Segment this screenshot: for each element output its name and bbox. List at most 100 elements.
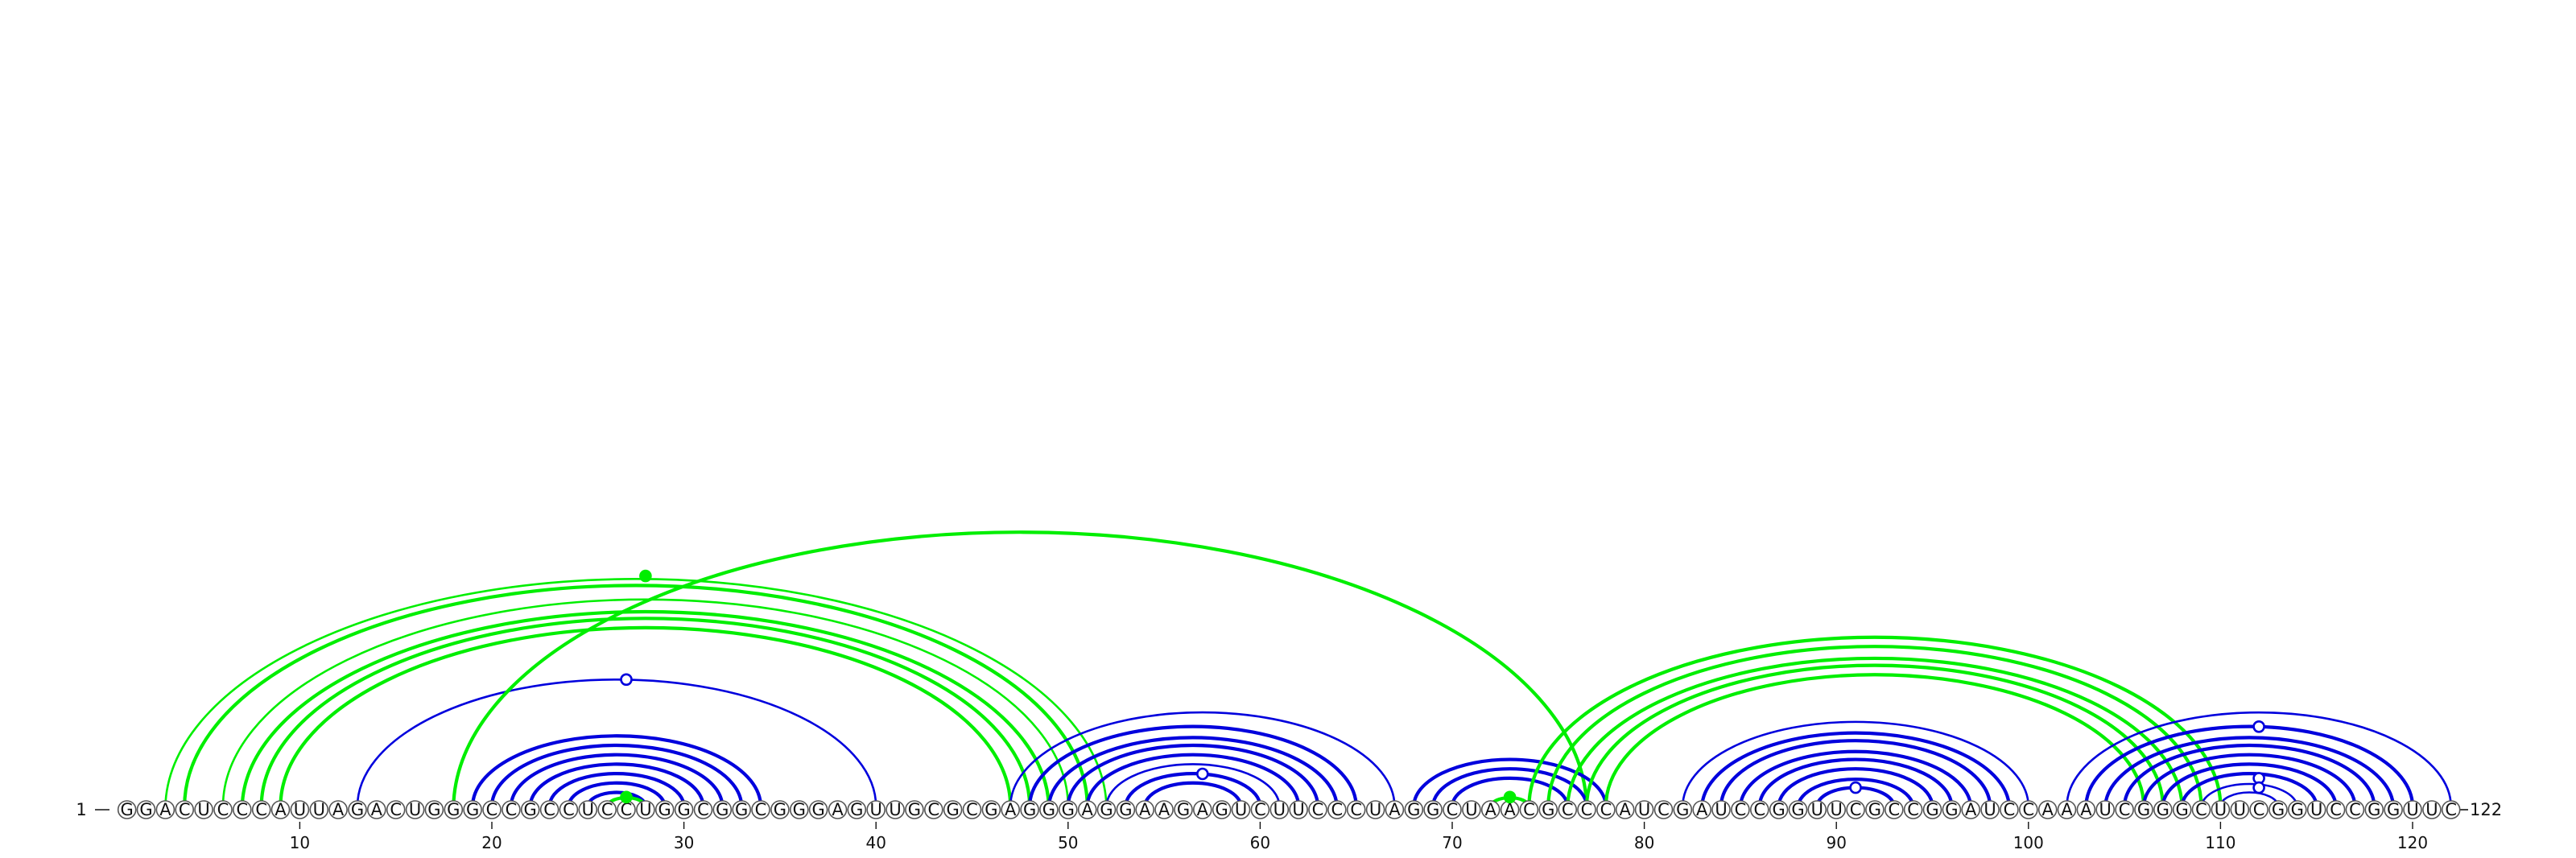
nucleotide-circle-31 <box>693 800 713 819</box>
nucleotide-circle-64 <box>1327 800 1347 819</box>
nucleotide-46: G <box>985 800 997 819</box>
nucleotide-circle-1 <box>117 800 137 819</box>
nucleotide-circle-103 <box>2076 800 2096 819</box>
tick-label-90: 90 <box>1826 833 1846 852</box>
nucleotide-50: G <box>1062 800 1075 819</box>
nucleotide-58: G <box>1216 800 1228 819</box>
nucleotide-15: C <box>390 800 402 819</box>
filled-loop-marker-0 <box>639 569 652 583</box>
nucleotide-2: G <box>139 800 152 819</box>
nucleotide-circle-48 <box>1020 800 1039 819</box>
nucleotide-11: U <box>313 800 325 819</box>
base-pair-arc-104-119 <box>2103 736 2396 807</box>
filled-loop-marker-2 <box>620 790 633 804</box>
nucleotide-circle-25 <box>578 800 598 819</box>
nucleotide-circle-85 <box>1731 800 1750 819</box>
nucleotide-38: A <box>832 800 844 819</box>
base-pair-arc-106-117 <box>2141 753 2357 807</box>
nucleotide-42: G <box>908 800 921 819</box>
nucleotide-55: A <box>1158 800 1170 819</box>
nucleotide-83: A <box>1696 800 1708 819</box>
nucleotide-circle-69 <box>1423 800 1443 819</box>
nucleotide-circle-43 <box>924 800 943 819</box>
nucleotide-45: C <box>966 800 978 819</box>
nucleotide-circle-100 <box>2019 800 2038 819</box>
nucleotide-108: G <box>2176 800 2189 819</box>
nucleotide-circle-66 <box>1365 800 1385 819</box>
nucleotide-circle-23 <box>539 800 559 819</box>
nucleotide-97: A <box>1965 800 1977 819</box>
nucleotide-circle-110 <box>2211 800 2231 819</box>
nucleotide-39: G <box>850 800 863 819</box>
nucleotide-circle-116 <box>2326 800 2346 819</box>
base-pair-arc-68-78 <box>1412 757 1608 807</box>
nucleotide-18: G <box>447 800 460 819</box>
nucleotide-circle-19 <box>463 800 482 819</box>
nucleotide-115: U <box>2310 800 2322 819</box>
nucleotide-70: C <box>1447 800 1459 819</box>
nucleotide-66: U <box>1369 800 1381 819</box>
nucleotide-circle-87 <box>1769 800 1789 819</box>
nucleotide-121: U <box>2425 800 2438 819</box>
nucleotide-circle-14 <box>366 800 386 819</box>
nucleotide-110: U <box>2215 800 2227 819</box>
base-pair-arc-50-63 <box>1066 743 1320 807</box>
nucleotide-circle-39 <box>847 800 867 819</box>
nucleotide-69: G <box>1426 800 1439 819</box>
nucleotide-circle-2 <box>136 800 156 819</box>
nucleotide-85: C <box>1735 800 1747 819</box>
base-pair-arc-76-108 <box>1566 656 2184 807</box>
nucleotide-circle-53 <box>1116 800 1136 819</box>
nucleotide-32: G <box>716 800 729 819</box>
nucleotide-22: G <box>524 800 537 819</box>
nucleotide-circle-28 <box>636 800 655 819</box>
nucleotide-circle-118 <box>2364 800 2384 819</box>
nucleotide-21: C <box>506 800 518 819</box>
open-loop-marker-5 <box>1849 781 1862 794</box>
nucleotide-56: G <box>1177 800 1190 819</box>
nucleotide-circle-55 <box>1154 800 1174 819</box>
nucleotide-circle-5 <box>194 800 213 819</box>
nucleotide-circle-109 <box>2191 800 2211 819</box>
nucleotide-circle-6 <box>213 800 233 819</box>
base-pair-arc-19-34 <box>471 734 763 807</box>
nucleotide-17: G <box>427 800 440 819</box>
nucleotide-59: U <box>1235 800 1247 819</box>
nucleotide-circle-119 <box>2384 800 2403 819</box>
tick-label-20: 20 <box>481 833 502 852</box>
nucleotide-95: G <box>1926 800 1938 819</box>
nucleotide-circle-52 <box>1096 800 1117 819</box>
base-pair-arc-6-50 <box>221 598 1070 807</box>
open-loop-marker-6 <box>2252 720 2265 733</box>
nucleotide-circle-70 <box>1443 800 1462 819</box>
nucleotide-circle-34 <box>751 800 770 819</box>
nucleotide-94: C <box>1907 800 1919 819</box>
nucleotide-106: G <box>2137 800 2150 819</box>
nucleotide-81: C <box>1657 800 1670 819</box>
base-pair-arc-22-31 <box>528 762 705 807</box>
nucleotide-circle-80 <box>1634 800 1654 819</box>
nucleotide-circle-91 <box>1846 800 1865 819</box>
nucleotide-25: U <box>582 800 594 819</box>
nucleotide-12: A <box>332 800 345 819</box>
nucleotide-circle-33 <box>732 800 752 819</box>
nucleotide-circle-16 <box>405 800 425 819</box>
nucleotide-92: G <box>1868 800 1881 819</box>
nucleotide-31: C <box>697 800 709 819</box>
nucleotide-circle-46 <box>981 800 1001 819</box>
nucleotide-105: C <box>2119 800 2131 819</box>
nucleotide-circle-89 <box>1807 800 1827 819</box>
base-pair-arc-86-96 <box>1757 757 1954 807</box>
nucleotide-27: C <box>621 800 633 819</box>
nucleotide-114: G <box>2291 800 2304 819</box>
nucleotide-96: G <box>1945 800 1958 819</box>
base-pair-arc-18-77 <box>452 530 1589 807</box>
nucleotide-117: C <box>2349 800 2361 819</box>
nucleotide-87: G <box>1772 800 1785 819</box>
base-pair-arc-53-60 <box>1124 772 1262 807</box>
nucleotide-103: A <box>2080 800 2092 819</box>
start-label: 1 <box>76 800 86 819</box>
base-pair-arc-78-106 <box>1604 673 2146 807</box>
nucleotide-circle-106 <box>2134 800 2153 819</box>
nucleotide-circle-96 <box>1942 800 1962 819</box>
